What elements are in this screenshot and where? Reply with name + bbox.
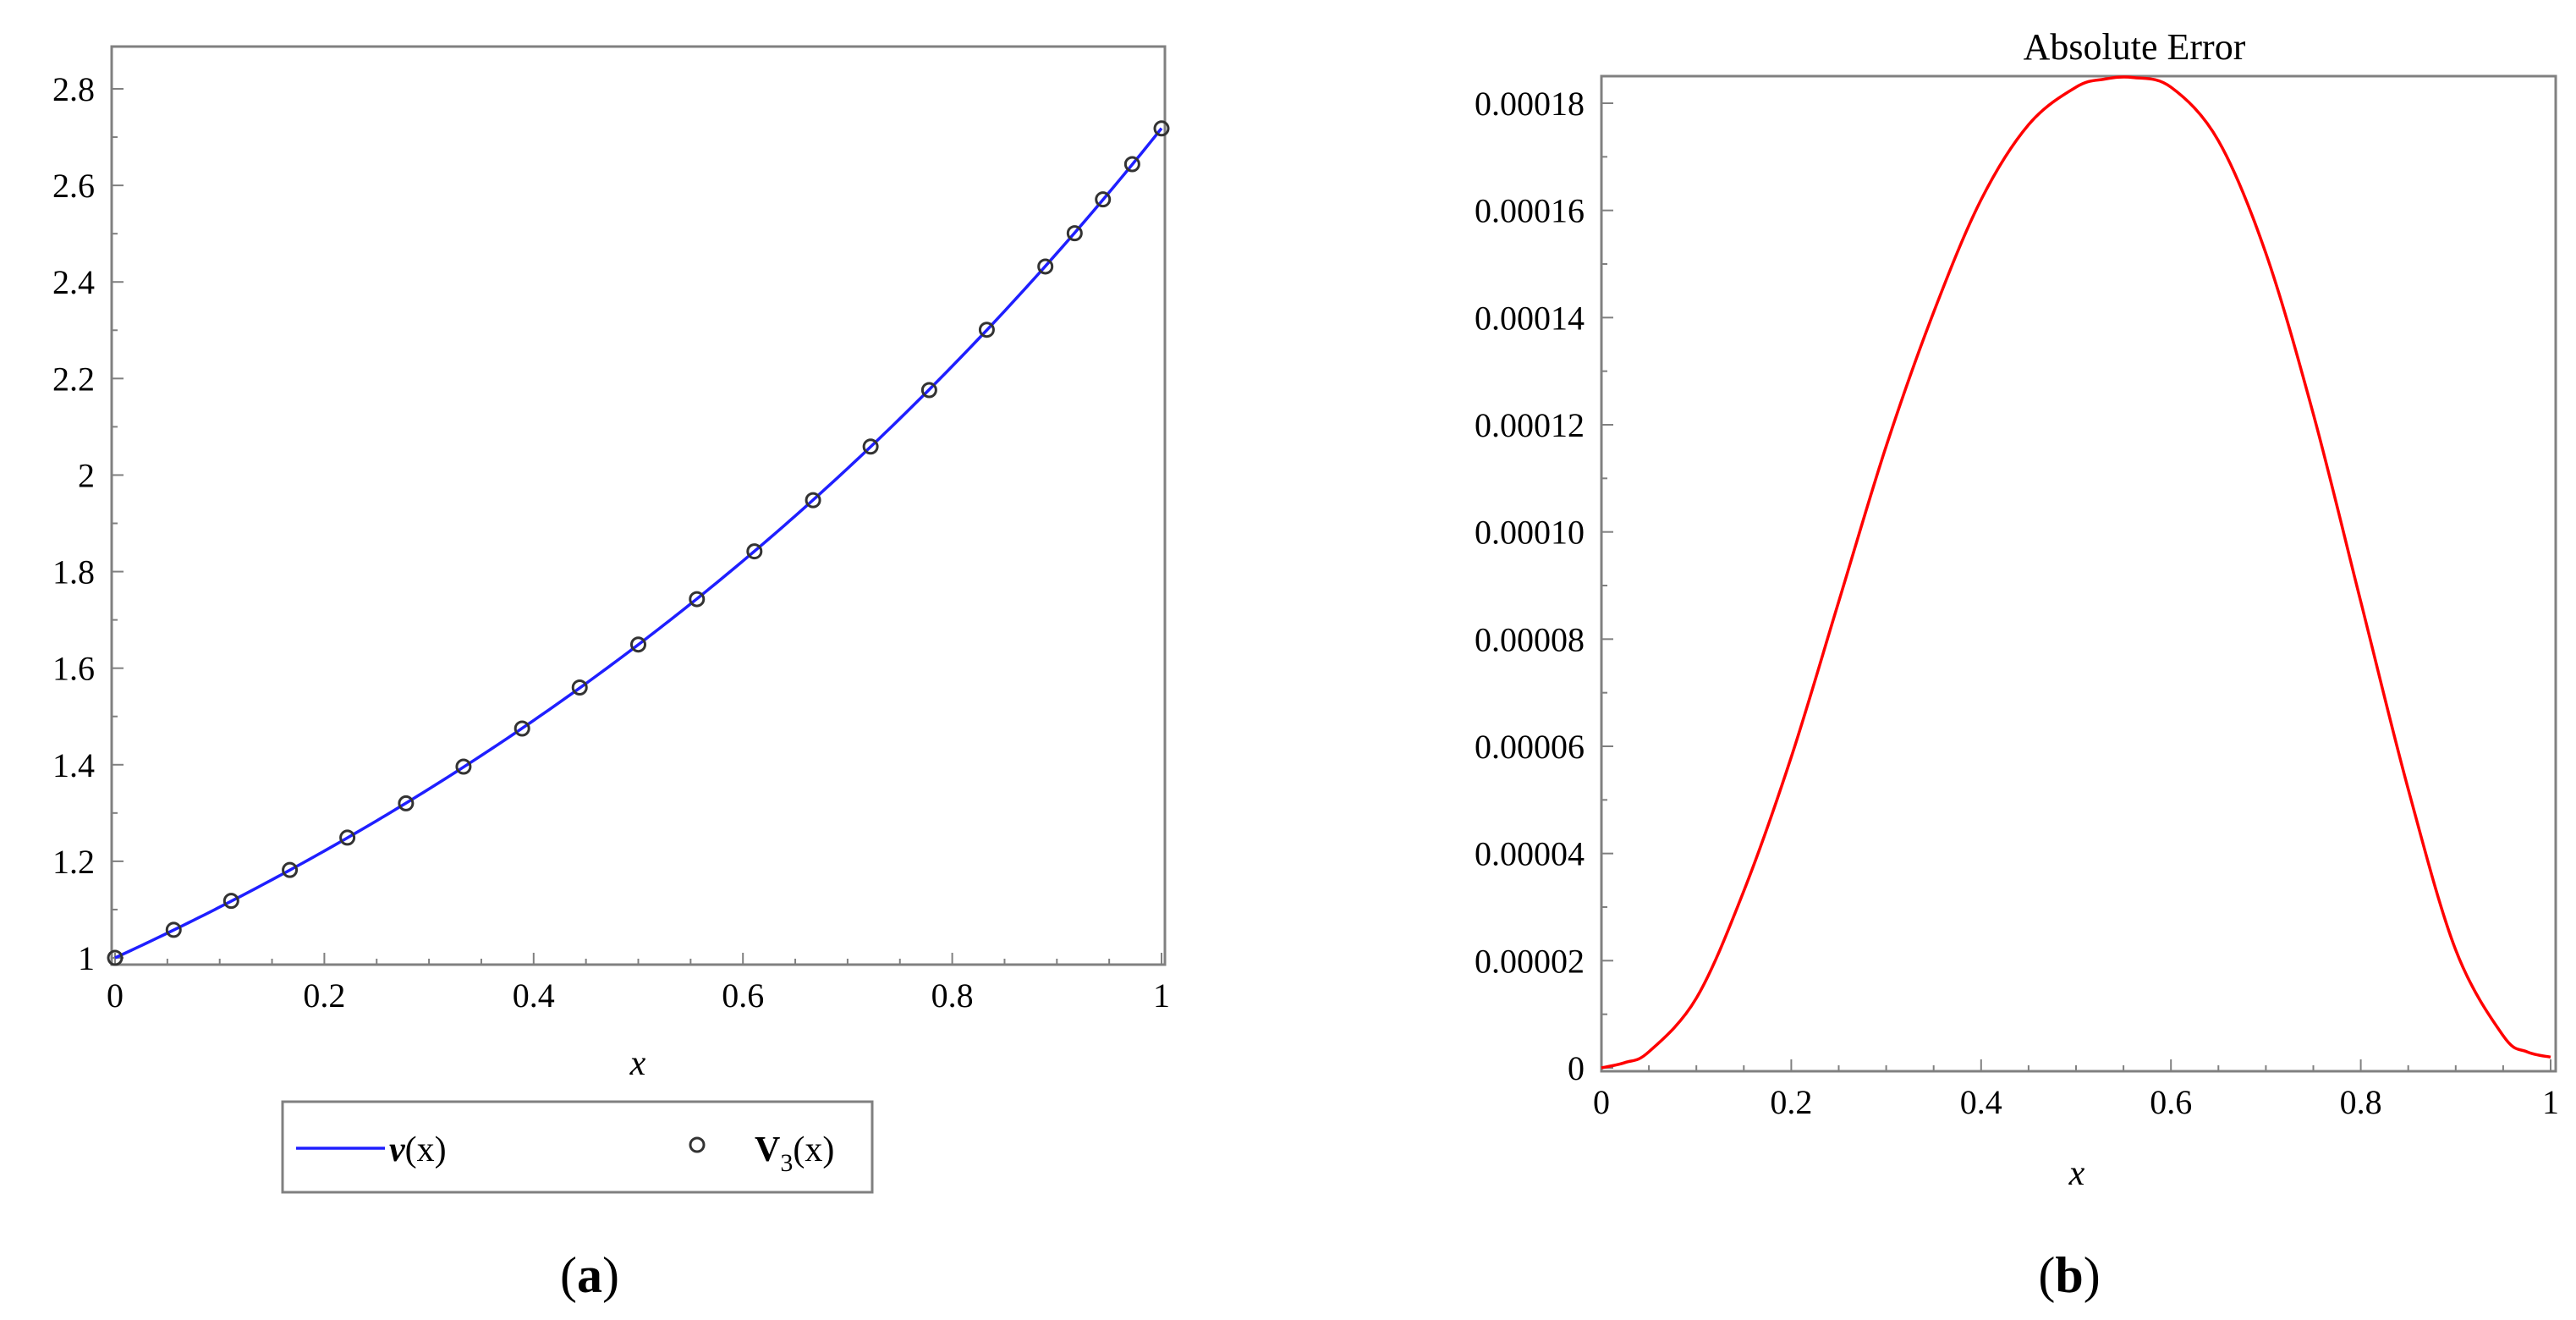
legend-marker-label-sub: 3 — [780, 1149, 793, 1177]
chart-a-series — [107, 120, 1170, 966]
y-tick-label: 0.00012 — [1475, 406, 1585, 444]
chart-a-legend: v(x) V3(x) — [281, 1100, 874, 1194]
chart-b-title: Absolute Error — [2024, 26, 2246, 68]
y-tick-label: 0.00006 — [1475, 728, 1585, 766]
x-tick-label: 0.8 — [931, 976, 974, 1015]
x-tick-label: 0.4 — [513, 976, 555, 1015]
legend-line-label-italic: v — [389, 1130, 406, 1169]
chart-a-legend-marker-label: V3(x) — [755, 1130, 834, 1177]
x-tick-label: 0 — [107, 976, 124, 1015]
chart-b-ytick-labels: 0 0.00002 0.00004 0.00006 0.00008 0.00010 0.00… — [1475, 85, 1585, 1087]
series-marker-V3 — [862, 438, 879, 455]
y-tick-label: 0.00010 — [1475, 514, 1585, 552]
legend-line-label-rest: (x) — [405, 1130, 447, 1169]
x-tick-label: 1 — [2542, 1083, 2559, 1121]
chart-a-ticks — [112, 88, 1162, 965]
panel-label-b: (b) — [2038, 1247, 2100, 1303]
legend-marker-label-bold: V — [755, 1130, 780, 1169]
y-tick-label: 0.00014 — [1475, 299, 1585, 337]
y-tick-label: 0.00008 — [1475, 620, 1585, 658]
chart-b: Absolute Error 0 0.2 0.4 0.6 0.8 1 0 0.00002 0.… — [1475, 26, 2559, 1303]
y-tick-label: 1.4 — [52, 746, 95, 784]
chart-b-xtick-labels: 0 0.2 0.4 0.6 0.8 1 — [1593, 1083, 2559, 1121]
chart-a-legend-line-label: v(x) — [389, 1130, 447, 1169]
series-marker-V3 — [689, 591, 706, 608]
series-marker-V3 — [571, 679, 588, 696]
y-tick-label: 1.8 — [52, 553, 95, 591]
y-tick-label: 1 — [78, 939, 95, 977]
y-tick-label: 0.00004 — [1475, 835, 1585, 873]
series-line-v — [114, 127, 1163, 960]
chart-a-xtick-labels: 0 0.2 0.4 0.6 0.8 1 — [107, 976, 1170, 1015]
x-tick-label: 0.6 — [722, 976, 764, 1015]
y-tick-label: 0.00002 — [1475, 942, 1585, 980]
y-tick-label: 2.6 — [52, 167, 95, 205]
series-marker-V3 — [920, 382, 937, 399]
series-marker-V3 — [746, 543, 763, 560]
series-marker-V3 — [282, 861, 299, 878]
chart-a-ytick-labels: 1 1.2 1.4 1.6 1.8 2 2.2 2.4 2.6 2.8 — [52, 70, 95, 977]
series-marker-V3 — [978, 322, 995, 338]
chart-b-ticks — [1601, 102, 2551, 1071]
series-marker-V3 — [1037, 258, 1054, 275]
series-marker-V3 — [398, 795, 415, 811]
chart-a-legend-marker-swatch — [689, 1136, 706, 1153]
chart-b-series — [1601, 75, 2551, 1070]
x-tick-label: 0.8 — [2340, 1083, 2382, 1121]
chart-b-frame — [1600, 74, 2557, 1073]
y-tick-label: 2 — [78, 456, 95, 494]
chart-a-xlabel: x — [629, 1044, 646, 1083]
y-tick-label: 0.00018 — [1475, 85, 1585, 123]
series-marker-V3 — [339, 829, 356, 846]
x-tick-label: 0.2 — [303, 976, 345, 1015]
chart-b-xlabel: x — [2068, 1154, 2085, 1193]
series-marker-V3 — [1095, 191, 1112, 208]
y-tick-label: 2.4 — [52, 263, 95, 301]
x-tick-label: 0.2 — [1770, 1083, 1812, 1121]
y-tick-label: 2.2 — [52, 360, 95, 398]
series-marker-V3 — [1153, 120, 1170, 137]
y-tick-label: 1.2 — [52, 843, 95, 881]
series-marker-V3 — [455, 758, 472, 775]
panel-label-a: (a) — [560, 1247, 619, 1303]
legend-marker-label-rest: (x) — [793, 1130, 834, 1169]
series-marker-V3 — [1123, 156, 1140, 173]
y-tick-label: 2.8 — [52, 70, 95, 108]
y-tick-label: 0 — [1568, 1049, 1585, 1087]
series-marker-V3 — [514, 720, 530, 737]
series-marker-V3 — [1066, 225, 1083, 242]
y-tick-label: 1.6 — [52, 650, 95, 688]
chart-a: 0 0.2 0.4 0.6 0.8 1 1 1.2 1.4 1.6 1.8 2 2.2 2.4 2.6 2.… — [52, 45, 1170, 1303]
series-marker-V3 — [222, 893, 239, 910]
series-marker-V3 — [165, 921, 182, 938]
series-line-absolute-error — [1601, 75, 2551, 1070]
chart-a-frame — [110, 45, 1167, 966]
y-tick-label: 0.00016 — [1475, 192, 1585, 230]
series-marker-V3 — [107, 949, 124, 966]
series-marker-V3 — [630, 636, 646, 653]
x-tick-label: 0.6 — [2150, 1083, 2192, 1121]
x-tick-label: 1 — [1153, 976, 1170, 1015]
x-tick-label: 0.4 — [1960, 1083, 2002, 1121]
series-marker-V3 — [805, 492, 821, 509]
x-tick-label: 0 — [1593, 1083, 1610, 1121]
